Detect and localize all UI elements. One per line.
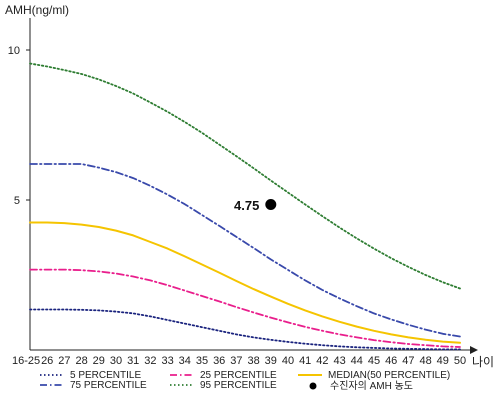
x-tick-label: 48 xyxy=(419,355,431,367)
series-line-5-percentile xyxy=(29,308,461,351)
x-tick-label: 50 xyxy=(454,355,466,367)
x-tick-label: 42 xyxy=(316,355,328,367)
patient-marker-group: 4.75 xyxy=(234,198,277,213)
series-line-25-percentile xyxy=(29,268,461,348)
patient-value-label: 4.75 xyxy=(234,198,259,213)
series-line-median-50-percentile xyxy=(29,221,461,344)
x-tick-label: 32 xyxy=(144,355,156,367)
legend-label: 25 PERCENTILE xyxy=(200,370,277,381)
x-tick-label: 28 xyxy=(75,355,87,367)
plot-area xyxy=(29,18,478,354)
x-tick-label: 39 xyxy=(265,355,277,367)
x-tick-label: 36 xyxy=(213,355,225,367)
patient-marker-point xyxy=(265,199,277,210)
x-axis-arrow-icon xyxy=(470,346,478,354)
x-tick-label: 31 xyxy=(127,355,139,367)
x-tick-label: 29 xyxy=(93,355,105,367)
x-tick-label: 44 xyxy=(351,355,363,367)
x-tick-label: 43 xyxy=(333,355,345,367)
x-tick-label: 37 xyxy=(230,355,242,367)
legend-point-swatch xyxy=(309,382,317,390)
x-tick-label: 33 xyxy=(161,355,173,367)
x-tick-label: 38 xyxy=(247,355,259,367)
x-tick-label: 26 xyxy=(41,355,53,367)
x-tick-label: 41 xyxy=(299,355,311,367)
x-axis-label: 나이 xyxy=(472,355,494,369)
legend-label: MEDIAN(50 PERCENTILE) xyxy=(328,370,450,381)
legend-label: 95 PERCENTILE xyxy=(200,380,277,391)
x-tick-label: 27 xyxy=(58,355,70,367)
legend: 5 PERCENTILE 25 PERCENTILE MEDIAN(50 PERCE… xyxy=(40,370,450,392)
x-tick-label: 16-25 xyxy=(12,355,40,367)
series-line-95-percentile xyxy=(29,62,461,290)
legend-label: 75 PERCENTILE xyxy=(70,380,147,391)
x-tick-label: 49 xyxy=(437,355,449,367)
legend-label: 5 PERCENTILE xyxy=(70,370,141,381)
legend-point-label: 수진자의 AMH 농도 xyxy=(330,380,413,392)
series-lines xyxy=(29,62,461,351)
x-tick-label: 46 xyxy=(385,355,397,367)
x-tick-label: 45 xyxy=(368,355,380,367)
y-ticks: 10 5 xyxy=(8,45,30,207)
series-line-75-percentile xyxy=(29,163,461,338)
y-tick-label: 10 xyxy=(8,45,20,57)
x-tick-label: 47 xyxy=(402,355,414,367)
x-ticks: 16-25 26 27 28 29 30 31 32 33 34 35 36 37 38 39 40 41 42 4… xyxy=(12,355,466,367)
y-tick-label: 5 xyxy=(14,195,20,207)
x-tick-label: 40 xyxy=(282,355,294,367)
y-axis-label: AMH(ng/ml) xyxy=(5,3,69,17)
x-tick-label: 30 xyxy=(110,355,122,367)
x-tick-label: 35 xyxy=(196,355,208,367)
x-tick-label: 34 xyxy=(179,355,191,367)
